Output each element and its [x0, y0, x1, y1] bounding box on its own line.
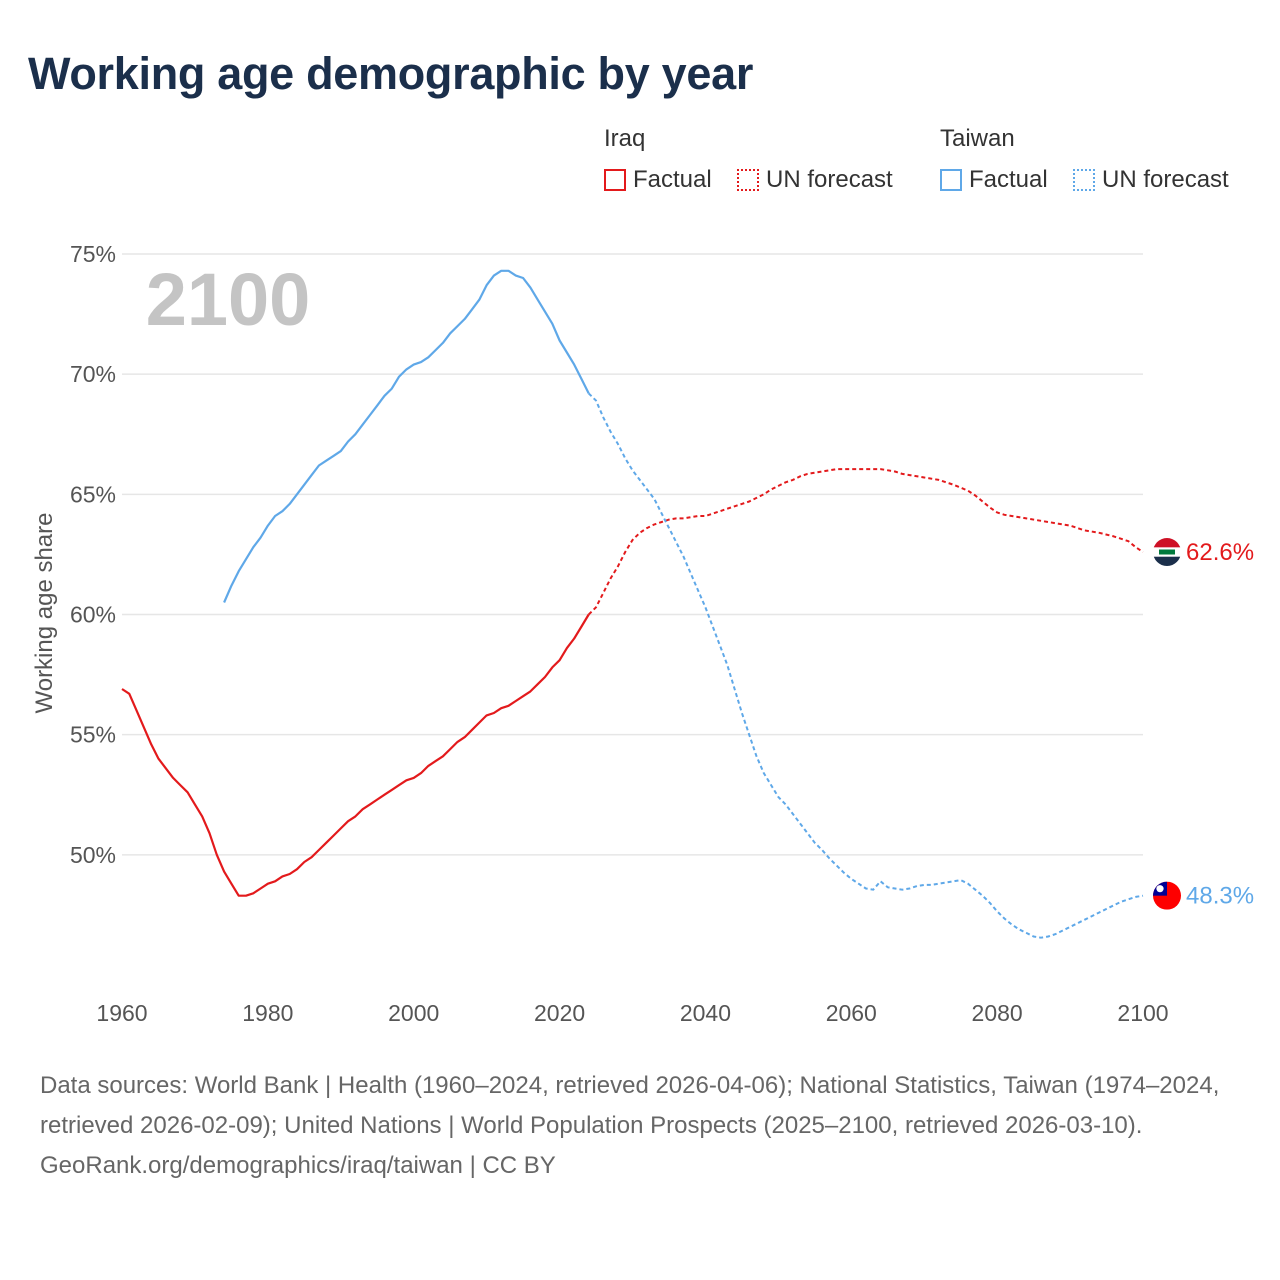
legend-country-iraq: Iraq: [604, 125, 646, 152]
iraq-flag-black-band: [1153, 556, 1181, 567]
series-end-markers: 62.6% 48.3%: [1153, 538, 1254, 910]
x-tick-label: 1960: [96, 1000, 147, 1026]
y-tick-label: 65%: [70, 481, 116, 507]
x-tick-label: 2040: [680, 1000, 731, 1026]
legend-group-iraq: Iraq Factual UN forecast: [604, 125, 924, 205]
year-watermark: 2100: [146, 258, 311, 341]
x-tick-label: 1980: [242, 1000, 293, 1026]
x-tick-label: 2060: [826, 1000, 877, 1026]
legend-taiwan-factual-label: Factual: [969, 166, 1048, 193]
taiwan-factual-line: [223, 269, 590, 603]
y-axis-label: Working age share: [31, 513, 58, 714]
legend-taiwan-forecast-label: UN forecast: [1102, 166, 1229, 193]
x-tick-label: 2080: [972, 1000, 1023, 1026]
y-tick-label: 55%: [70, 722, 116, 748]
legend-swatch-dotted-icon: [737, 169, 759, 191]
chart-title: Working age demographic by year: [28, 48, 754, 99]
series-lines: [121, 269, 1144, 939]
iraq-forecast-line: [587, 468, 1144, 616]
taiwan-end-value-label: 48.3%: [1186, 883, 1254, 910]
credit-link[interactable]: GeoRank.org/demographics/iraq/taiwan | C…: [40, 1152, 556, 1179]
x-axis-ticks: 1960 1980 2000 2020 2040 2060 2080 2100: [96, 1000, 1168, 1026]
legend-iraq-factual[interactable]: Factual: [604, 166, 712, 194]
y-tick-label: 60%: [70, 601, 116, 627]
iraq-end-value-label: 62.6%: [1186, 539, 1254, 566]
legend-taiwan-factual[interactable]: Factual: [940, 166, 1048, 194]
x-tick-label: 2000: [388, 1000, 439, 1026]
taiwan-forecast-line: [587, 392, 1144, 939]
iraq-flag-icon: [1153, 538, 1181, 567]
taiwan-flag-fields: [1153, 881, 1181, 910]
x-tick-label: 2100: [1117, 1000, 1168, 1026]
legend-swatch-solid-icon: [604, 169, 626, 191]
iraq-flag-script: [1159, 549, 1175, 555]
y-axis-ticks: 50% 55% 60% 65% 70% 75%: [70, 241, 116, 868]
iraq-flag-red-band: [1153, 538, 1181, 548]
y-tick-label: 75%: [70, 241, 116, 267]
iraq-factual-line: [121, 613, 590, 897]
legend-iraq-forecast[interactable]: UN forecast: [737, 166, 893, 194]
legend-iraq-forecast-label: UN forecast: [766, 166, 893, 193]
legend-taiwan-forecast[interactable]: UN forecast: [1073, 166, 1229, 194]
footer: Data sources: World Bank | Health (1960–…: [40, 1066, 1250, 1186]
legend-group-taiwan: Taiwan Factual UN forecast: [940, 125, 1260, 205]
iraq-flag-bands: [1153, 538, 1181, 567]
line-chart: 50% 55% 60% 65% 70% 75% 1960 1980 2000 2020 2040 2…: [31, 241, 1254, 1026]
taiwan-flag-icon: [1153, 881, 1181, 910]
y-tick-label: 70%: [70, 361, 116, 387]
legend-country-taiwan: Taiwan: [940, 125, 1015, 152]
gridlines: [122, 253, 1143, 856]
legend-swatch-solid-icon: [940, 169, 962, 191]
data-sources: Data sources: World Bank | Health (1960–…: [40, 1072, 1220, 1139]
x-tick-label: 2020: [534, 1000, 585, 1026]
legend-swatch-dotted-icon: [1073, 169, 1095, 191]
y-tick-label: 50%: [70, 842, 116, 868]
taiwan-flag-sun: [1156, 885, 1164, 893]
legend-iraq-factual-label: Factual: [633, 166, 712, 193]
